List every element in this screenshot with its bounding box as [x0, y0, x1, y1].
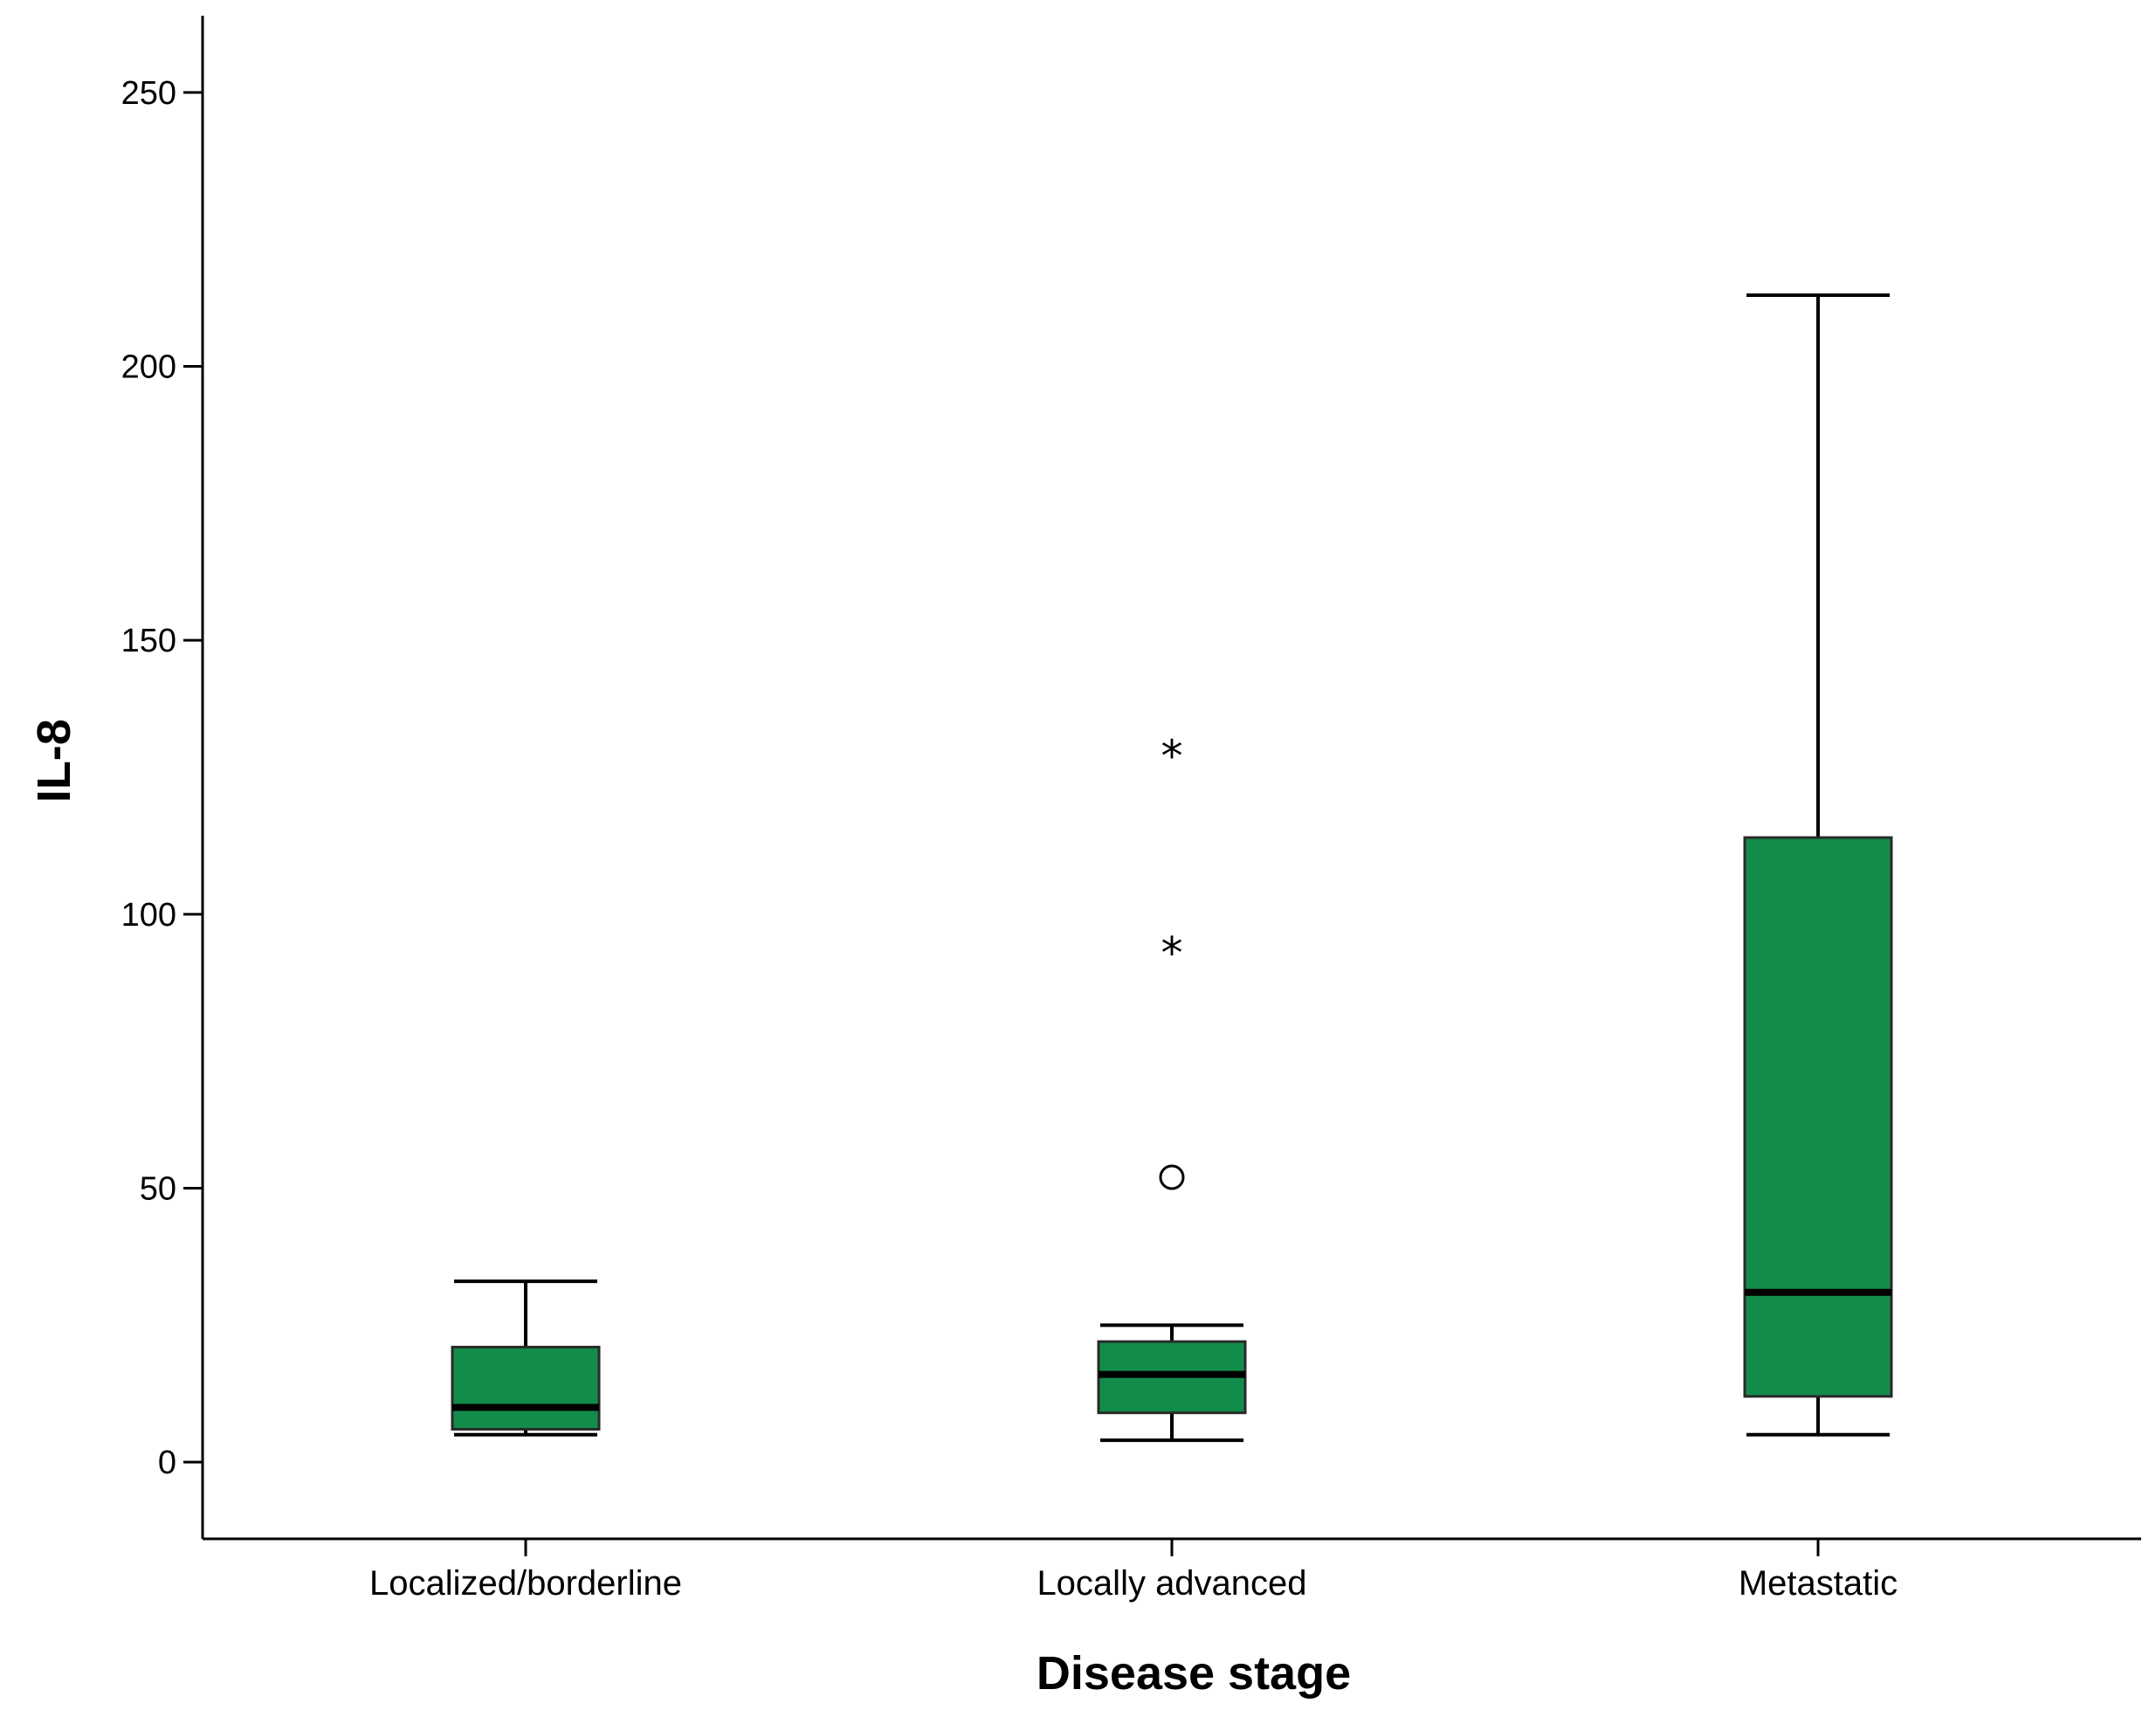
y-tick-label: 100	[121, 897, 176, 934]
x-axis-title: Disease stage	[1037, 1647, 1351, 1700]
x-tick-label: Metastatic	[1739, 1564, 1898, 1603]
outlier-star: *	[1161, 731, 1183, 782]
box-group	[451, 1279, 601, 1437]
box-series: **	[451, 293, 1893, 1443]
box-group: **	[1097, 731, 1247, 1443]
outlier-star: *	[1161, 928, 1183, 979]
y-tick-label: 250	[121, 75, 176, 112]
outlier-circle	[1159, 1164, 1185, 1190]
x-axis-ticks: Localized/borderline Locally advanced Meta…	[369, 1539, 1898, 1603]
y-axis-title: IL-8	[28, 719, 80, 803]
box-iqr	[1743, 836, 1893, 1398]
x-tick-label: Locally advanced	[1037, 1564, 1306, 1603]
y-tick-label: 0	[158, 1445, 176, 1481]
box-iqr	[451, 1345, 601, 1431]
box-group	[1743, 293, 1893, 1437]
y-axis-ticks: 0 50 100 150 200 250	[121, 75, 203, 1481]
x-tick-label: Localized/borderline	[369, 1564, 682, 1603]
y-tick-label: 200	[121, 348, 176, 385]
y-tick-label: 150	[121, 623, 176, 659]
y-tick-label: 50	[140, 1171, 176, 1208]
